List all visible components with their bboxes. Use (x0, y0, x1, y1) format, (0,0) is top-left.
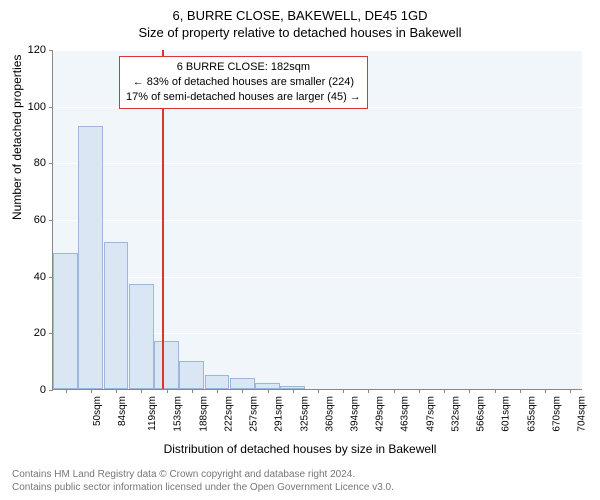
ytick-mark (49, 220, 53, 221)
histogram-bar (230, 378, 255, 389)
xtick-label: 50sqm (92, 396, 103, 426)
xtick-mark (545, 389, 546, 393)
histogram-bar (129, 284, 154, 389)
x-axis-title: Distribution of detached houses by size … (0, 442, 600, 456)
xtick-label: 670sqm (551, 396, 562, 432)
page-title-desc: Size of property relative to detached ho… (0, 23, 600, 40)
footer-line-2: Contains public sector information licen… (12, 481, 394, 494)
chart-area: 6 BURRE CLOSE: 182sqm← 83% of detached h… (52, 50, 582, 390)
plot-area: 6 BURRE CLOSE: 182sqm← 83% of detached h… (52, 50, 582, 390)
ytick-label: 40 (16, 271, 46, 283)
ytick-label: 20 (16, 327, 46, 339)
xtick-mark (268, 389, 269, 393)
xtick-mark (495, 389, 496, 393)
ytick-mark (49, 163, 53, 164)
xtick-label: 463sqm (400, 396, 411, 432)
histogram-bar (53, 253, 78, 389)
xtick-label: 222sqm (223, 396, 234, 432)
xtick-label: 601sqm (501, 396, 512, 432)
gridline (53, 277, 582, 278)
ytick-label: 0 (16, 384, 46, 396)
xtick-label: 566sqm (476, 396, 487, 432)
xtick-mark (520, 389, 521, 393)
ytick-mark (49, 390, 53, 391)
xtick-mark (91, 389, 92, 393)
y-axis-title: Number of detached properties (10, 55, 24, 220)
xtick-mark (394, 389, 395, 393)
ytick-label: 60 (16, 214, 46, 226)
xtick-label: 429sqm (375, 396, 386, 432)
annotation-line: ← 83% of detached houses are smaller (22… (126, 75, 361, 90)
xtick-label: 325sqm (299, 396, 310, 432)
xtick-label: 84sqm (117, 396, 128, 426)
xtick-label: 394sqm (350, 396, 361, 432)
xtick-label: 704sqm (577, 396, 588, 432)
xtick-mark (469, 389, 470, 393)
gridline (53, 220, 582, 221)
xtick-label: 188sqm (198, 396, 209, 432)
xtick-mark (293, 389, 294, 393)
ytick-label: 120 (16, 44, 46, 56)
histogram-bar (78, 126, 103, 390)
page-title-address: 6, BURRE CLOSE, BAKEWELL, DE45 1GD (0, 0, 600, 23)
ytick-label: 100 (16, 101, 46, 113)
xtick-label: 360sqm (324, 396, 335, 432)
footer-line-1: Contains HM Land Registry data © Crown c… (12, 468, 394, 481)
gridline (53, 50, 582, 51)
xtick-mark (570, 389, 571, 393)
xtick-label: 153sqm (173, 396, 184, 432)
xtick-mark (242, 389, 243, 393)
xtick-mark (116, 389, 117, 393)
histogram-bar (104, 242, 129, 389)
xtick-mark (141, 389, 142, 393)
xtick-label: 257sqm (249, 396, 260, 432)
xtick-mark (217, 389, 218, 393)
histogram-bar (179, 361, 204, 389)
histogram-bar (205, 375, 230, 389)
xtick-label: 119sqm (147, 396, 158, 431)
xtick-mark (444, 389, 445, 393)
annotation-line: 17% of semi-detached houses are larger (… (126, 90, 361, 105)
xtick-mark (167, 389, 168, 393)
xtick-label: 532sqm (451, 396, 462, 432)
ytick-mark (49, 107, 53, 108)
annotation-line: 6 BURRE CLOSE: 182sqm (126, 60, 361, 75)
xtick-mark (368, 389, 369, 393)
xtick-label: 635sqm (526, 396, 537, 432)
xtick-mark (343, 389, 344, 393)
ytick-mark (49, 50, 53, 51)
xtick-label: 497sqm (425, 396, 436, 432)
xtick-mark (318, 389, 319, 393)
histogram-bar (154, 341, 179, 389)
ytick-label: 80 (16, 157, 46, 169)
annotation-box: 6 BURRE CLOSE: 182sqm← 83% of detached h… (119, 56, 368, 109)
xtick-mark (66, 389, 67, 393)
gridline (53, 163, 582, 164)
footer-attribution: Contains HM Land Registry data © Crown c… (12, 468, 394, 494)
xtick-label: 291sqm (274, 396, 285, 432)
xtick-mark (192, 389, 193, 393)
xtick-mark (419, 389, 420, 393)
